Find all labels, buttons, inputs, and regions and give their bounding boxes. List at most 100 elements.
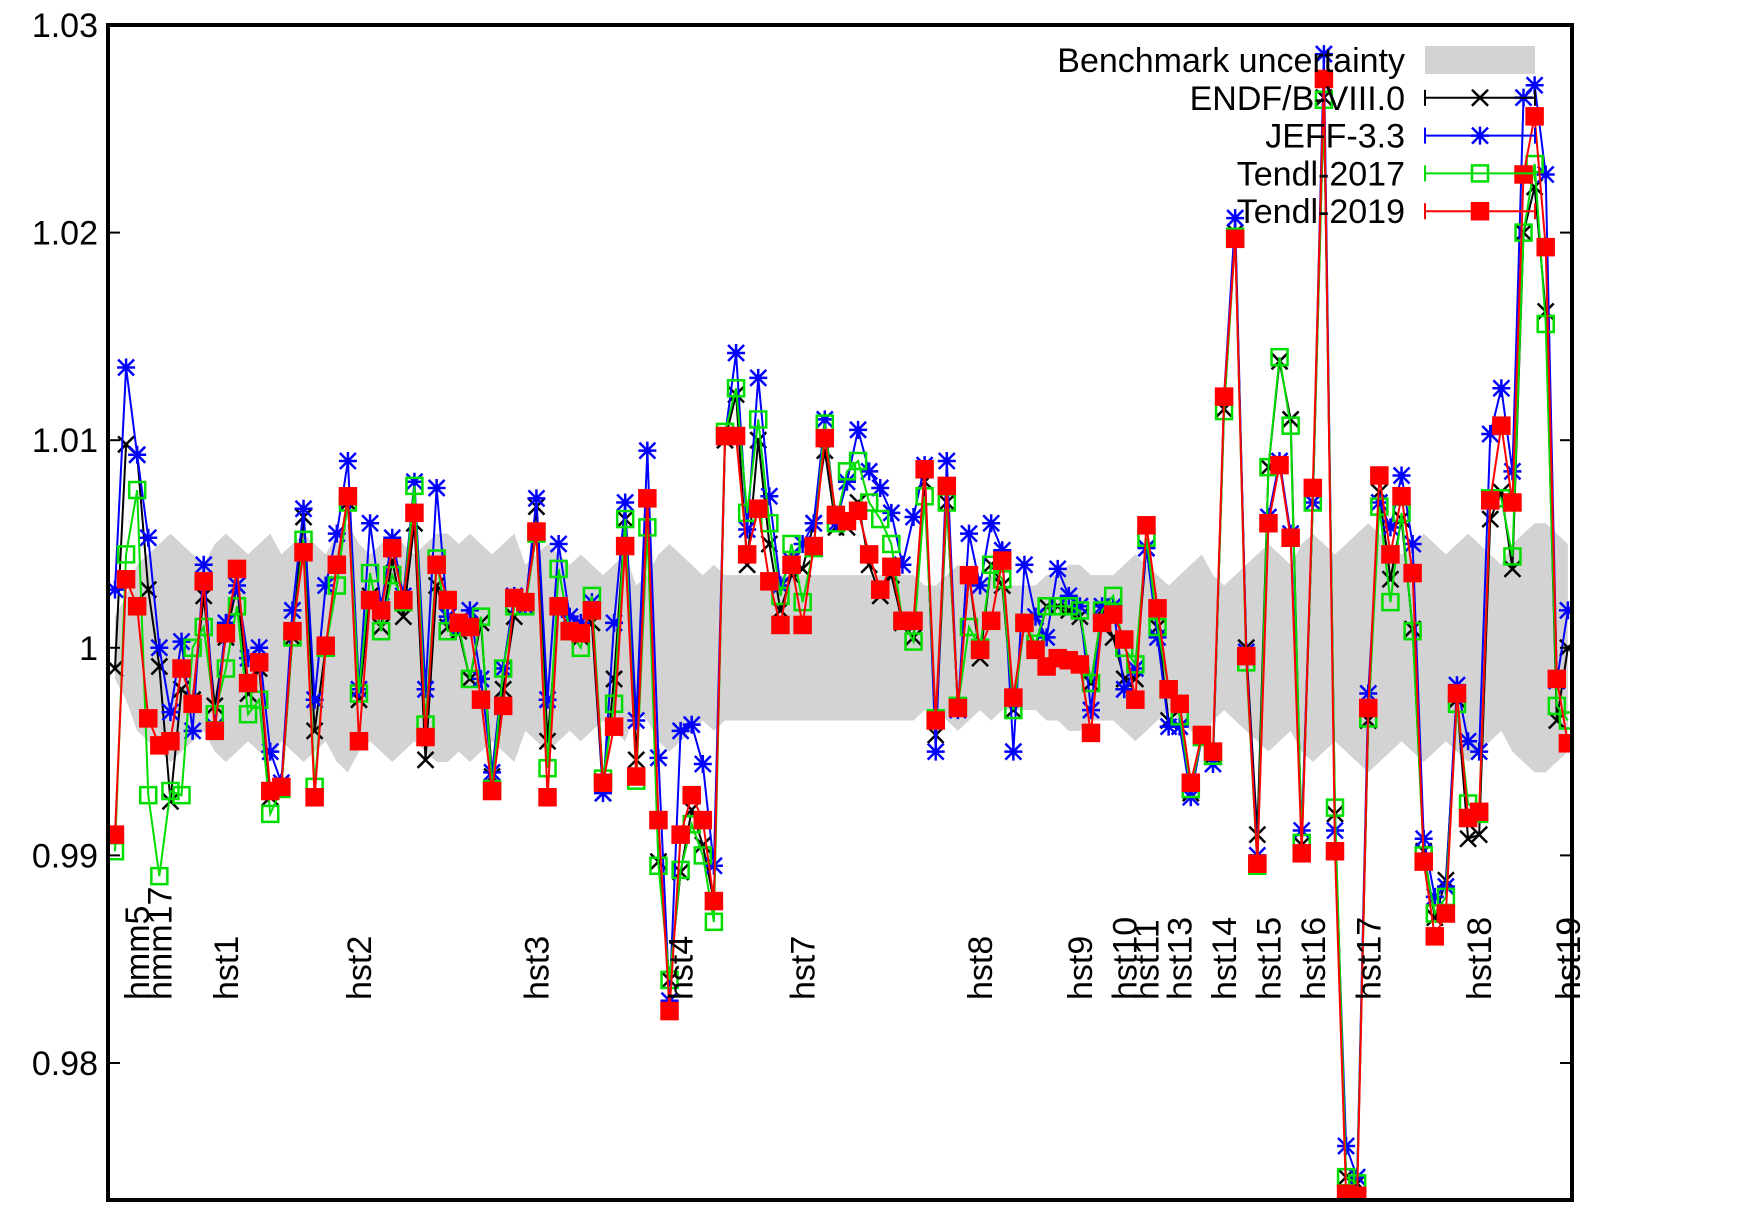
marker — [1403, 534, 1422, 553]
marker — [294, 499, 313, 518]
marker — [1370, 493, 1389, 512]
marker — [815, 428, 835, 448]
marker — [1159, 717, 1178, 736]
marker — [793, 615, 812, 635]
plot-area — [108, 45, 1572, 1200]
marker — [394, 590, 413, 610]
marker — [605, 613, 624, 632]
marker — [1459, 732, 1478, 751]
marker — [915, 460, 934, 479]
marker — [1170, 717, 1189, 736]
marker — [738, 520, 757, 539]
marker — [1181, 773, 1201, 792]
marker — [1392, 486, 1411, 506]
marker — [782, 555, 801, 575]
marker — [172, 659, 191, 678]
marker — [216, 659, 236, 678]
marker — [549, 559, 568, 579]
marker — [1159, 680, 1178, 699]
marker — [1514, 165, 1533, 184]
marker — [1414, 852, 1433, 871]
marker — [249, 690, 269, 709]
marker — [1392, 466, 1411, 485]
marker — [471, 607, 491, 626]
y-tick-label: 1.03 — [32, 7, 98, 45]
marker — [361, 514, 380, 533]
marker — [1270, 347, 1289, 367]
marker — [316, 636, 335, 655]
marker — [737, 545, 757, 564]
marker — [1503, 547, 1522, 566]
marker — [1403, 563, 1422, 583]
marker — [1103, 605, 1123, 624]
marker — [693, 810, 713, 830]
marker — [1203, 742, 1223, 761]
marker — [1015, 613, 1034, 633]
marker — [116, 545, 136, 564]
marker — [1325, 841, 1345, 861]
marker — [139, 709, 158, 728]
marker — [1470, 825, 1489, 844]
marker — [127, 480, 147, 500]
marker — [704, 912, 724, 932]
marker — [383, 565, 402, 585]
marker — [926, 742, 945, 761]
marker — [1481, 424, 1500, 443]
marker — [871, 580, 890, 599]
marker — [405, 472, 424, 491]
marker — [283, 621, 302, 641]
marker — [1037, 628, 1056, 647]
marker — [1381, 592, 1400, 612]
marker — [1126, 659, 1145, 678]
marker — [250, 638, 269, 657]
marker — [1292, 844, 1311, 863]
marker — [183, 638, 202, 658]
marker — [1048, 559, 1067, 578]
marker — [127, 597, 147, 616]
marker — [560, 607, 579, 626]
marker — [349, 684, 369, 703]
x-tick-label: hst13 — [1162, 917, 1200, 1000]
marker — [937, 476, 957, 496]
x-tick-label: hst14 — [1206, 917, 1244, 1000]
marker — [1126, 655, 1145, 674]
marker — [1004, 688, 1023, 707]
marker — [327, 524, 346, 543]
legend-label: Tendl-2019 — [1237, 193, 1405, 231]
marker — [194, 572, 213, 591]
marker — [172, 632, 191, 651]
y-tick-label: 1.01 — [32, 422, 98, 460]
marker — [627, 767, 646, 786]
x-tick-label: hst15 — [1250, 917, 1288, 1000]
marker — [471, 669, 490, 688]
marker — [1170, 694, 1189, 714]
marker — [1469, 802, 1489, 822]
marker — [150, 866, 169, 886]
x-tick-label: hst4 — [663, 936, 701, 1000]
marker — [649, 810, 668, 830]
marker — [760, 487, 779, 506]
marker — [483, 763, 502, 782]
marker — [239, 649, 258, 668]
marker — [1059, 586, 1078, 605]
marker — [1381, 518, 1400, 537]
marker — [1059, 597, 1079, 616]
marker — [1281, 528, 1300, 548]
marker — [128, 445, 147, 464]
marker — [726, 379, 746, 398]
x-tick-label: hst11 — [1128, 919, 1166, 1000]
legend-label: ENDF/B-VIII.0 — [1190, 80, 1405, 118]
marker — [1270, 455, 1289, 475]
marker — [693, 755, 712, 774]
marker — [671, 825, 690, 844]
marker — [682, 785, 701, 805]
x-tick-label: hst7 — [785, 936, 823, 1000]
marker — [937, 451, 956, 470]
marker — [316, 576, 335, 595]
marker — [1281, 416, 1300, 435]
marker — [1481, 491, 1500, 510]
marker — [1381, 570, 1400, 589]
marker — [150, 638, 169, 657]
marker — [970, 640, 990, 660]
